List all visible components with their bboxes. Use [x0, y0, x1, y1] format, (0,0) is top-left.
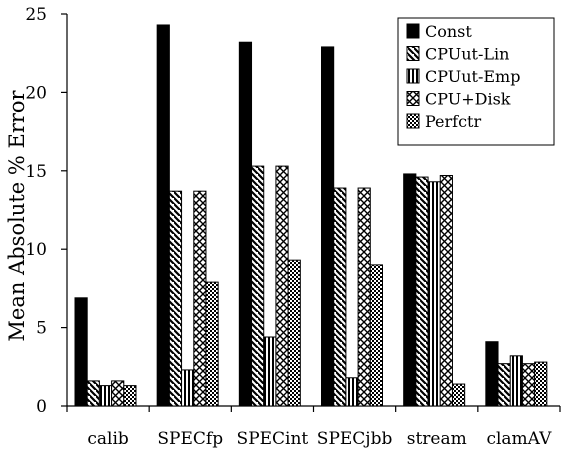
y-tick-label: 15 [25, 162, 47, 182]
bar-cpuut-emp-specjbb [345, 377, 359, 407]
bar-const-specint [238, 41, 253, 407]
y-tick-label: 25 [25, 5, 47, 25]
bar-cpuut-emp-specint [263, 336, 277, 407]
y-tick-label: 10 [25, 240, 47, 260]
legend-label: Const [425, 22, 472, 41]
bar-cpuut-emp-clamav [509, 355, 523, 407]
legend-label: Perfctr [425, 112, 481, 131]
y-axis-title: Mean Absolute % Error [5, 89, 29, 341]
x-category-label: SPECjbb [317, 429, 393, 449]
bar-cpu-disk-calib [111, 380, 125, 407]
legend-swatch [406, 68, 420, 84]
x-category-label: stream [407, 429, 467, 449]
bars [74, 24, 548, 407]
bar-perfctr-specint [287, 259, 301, 407]
bar-const-specjbb [321, 46, 335, 407]
bar-cpuut-lin-specint [251, 165, 265, 407]
x-category-label: calib [87, 429, 129, 449]
y-axis: 0 5 10 15 20 25 [25, 5, 68, 417]
bar-cpuut-lin-specjbb [333, 187, 347, 407]
legend-box [397, 17, 555, 146]
bar-cpuut-emp-specfp [181, 369, 195, 407]
legend-label: CPUut-Emp [425, 67, 520, 86]
x-axis: calib SPECfp SPECint SPECjbb stream clamAV [66, 405, 561, 449]
bar-cpuut-lin-specfp [168, 190, 183, 407]
y-tick-label: 20 [25, 83, 47, 103]
bar-perfctr-calib [123, 385, 137, 407]
bar-perfctr-specjbb [369, 264, 383, 407]
legend-label: CPU+Disk [425, 90, 511, 109]
x-category-label: SPECfp [157, 429, 223, 449]
bar-cpu-disk-clamav [521, 363, 536, 407]
bar-cpuut-emp-calib [98, 385, 113, 407]
bar-cpuut-lin-calib [86, 380, 100, 407]
legend-swatch [406, 46, 420, 61]
bar-cpu-disk-specint [275, 165, 289, 407]
bar-cpuut-lin-clamav [497, 363, 511, 407]
bar-const-specfp [156, 24, 170, 407]
bar-cpu-disk-specfp [193, 190, 207, 407]
bar-cpu-disk-specjbb [357, 187, 371, 407]
bar-cpuut-emp-stream [427, 181, 441, 407]
legend: Const CPUut-Lin CPUut-Emp CPU+Disk Perfctr [397, 17, 555, 146]
bar-cpu-disk-stream [439, 175, 453, 407]
bar-cpuut-lin-stream [415, 176, 429, 407]
x-category-label: clamAV [486, 429, 552, 449]
bar-const-stream [403, 173, 417, 407]
x-category-label: SPECint [237, 429, 309, 449]
bar-perfctr-specfp [205, 281, 219, 407]
bar-perfctr-clamav [534, 361, 548, 407]
bar-const-clamav [485, 341, 499, 407]
y-tick-label: 5 [36, 319, 47, 339]
bar-perfctr-stream [451, 383, 466, 407]
legend-label: CPUut-Lin [425, 45, 509, 64]
legend-swatch [406, 23, 420, 39]
legend-swatch [406, 113, 420, 129]
bar-const-calib [74, 297, 88, 407]
legend-swatch [406, 91, 420, 106]
y-tick-label: 0 [36, 397, 47, 417]
